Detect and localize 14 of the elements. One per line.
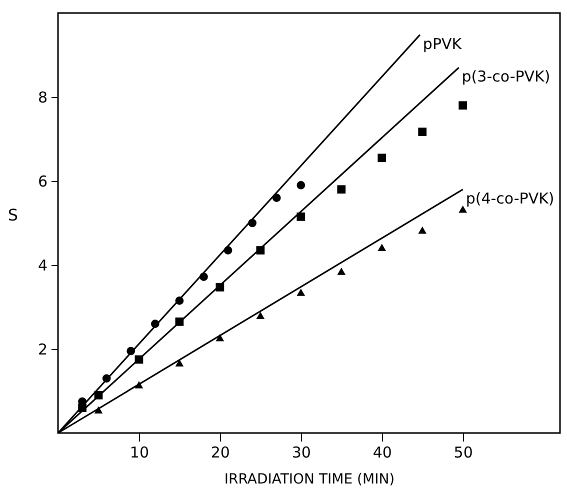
series-label: p(4-co-PVK)	[466, 189, 554, 208]
x-axis-title: IRRADIATION TIME (MIN)	[224, 472, 395, 488]
series-label: pPVK	[422, 34, 463, 53]
x-tick-label: 10	[130, 444, 150, 462]
y-tick-label: 8	[38, 88, 48, 106]
y-tick-label: 4	[38, 256, 48, 274]
series-label: p(3-co-PVK)	[462, 68, 550, 86]
x-tick-label: 50	[454, 444, 473, 462]
x-tick-label: 40	[372, 444, 392, 462]
x-tick-label: 20	[210, 444, 230, 462]
y-tick-label: 2	[38, 340, 48, 358]
y-axis-title: S	[8, 206, 18, 224]
y-tick-label: 6	[38, 172, 48, 190]
x-tick-label: 30	[292, 444, 311, 462]
